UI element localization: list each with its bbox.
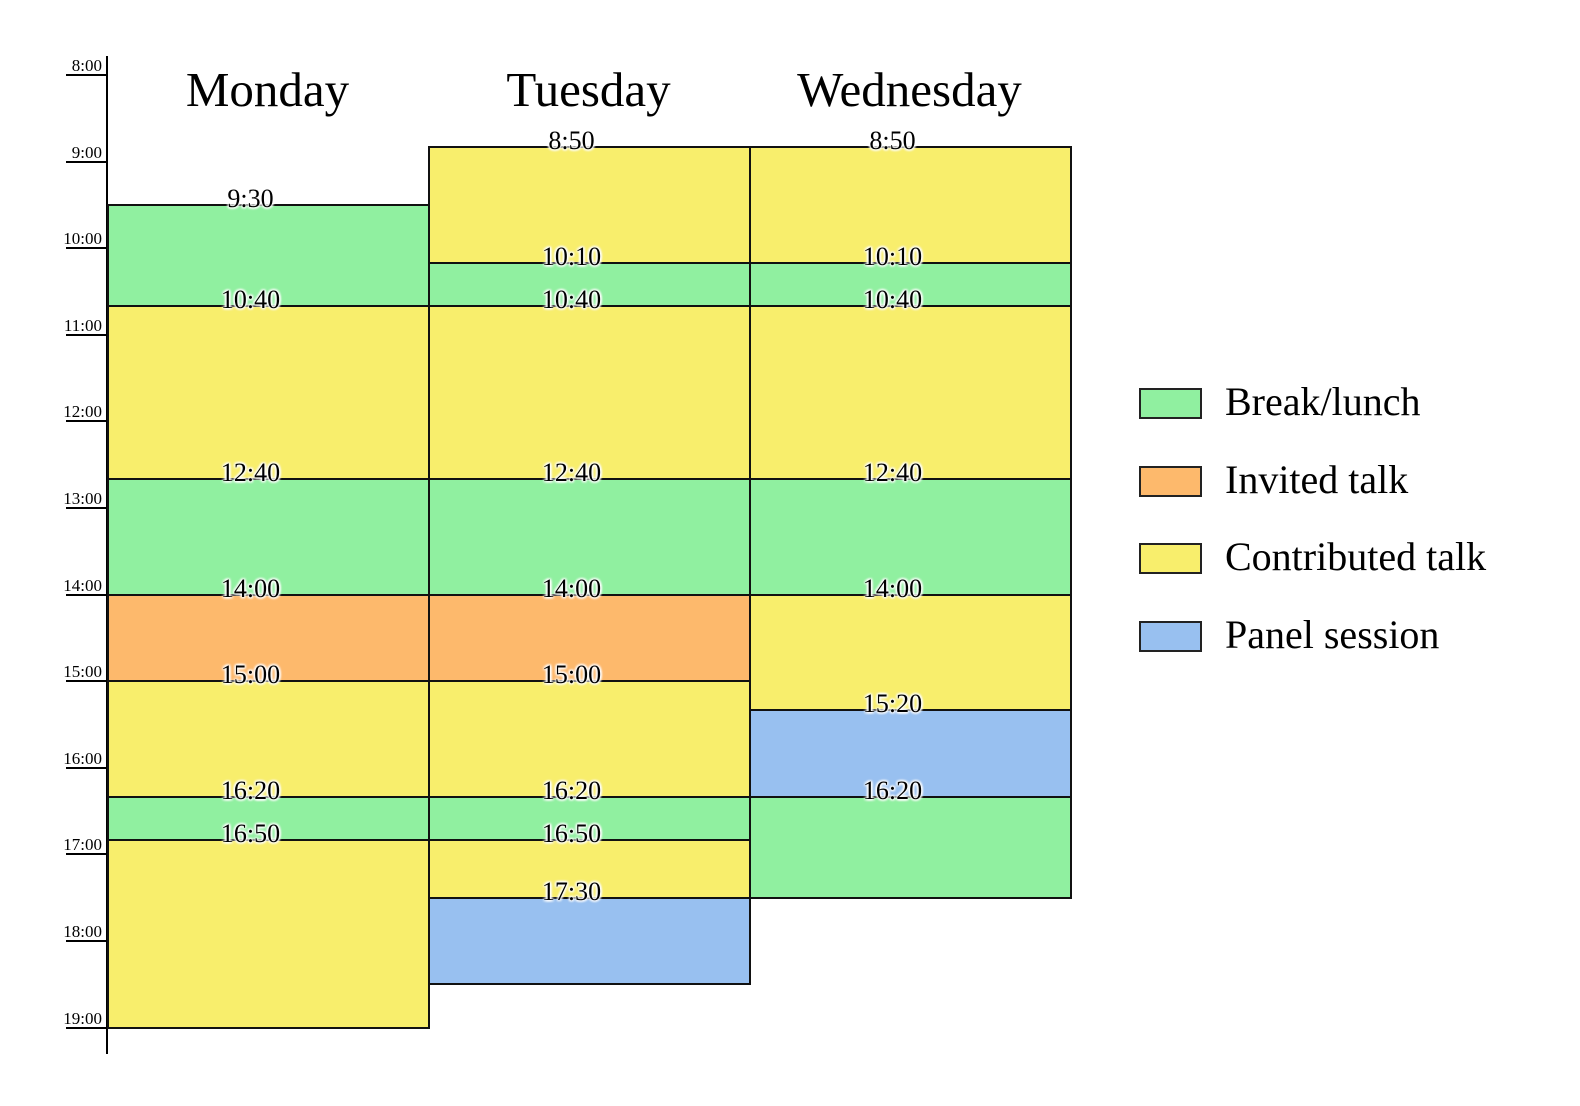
axis-tick-label: 9:00: [71, 142, 102, 162]
axis-tick-label: 12:00: [63, 402, 102, 422]
time-label: 12:40: [541, 458, 602, 488]
axis-tick: [66, 333, 107, 336]
time-label: 10:10: [862, 241, 923, 271]
axis-tick-label: 17:00: [63, 835, 102, 855]
axis-tick-label: 11:00: [63, 315, 102, 335]
session-block-break[interactable]: [749, 478, 1072, 596]
session-block-break[interactable]: [428, 795, 751, 841]
session-block-break[interactable]: [107, 795, 430, 841]
axis-tick-label: 19:00: [63, 1008, 102, 1028]
time-label: 16:20: [541, 775, 602, 805]
axis-tick: [66, 160, 107, 163]
axis-tick-label: 14:00: [63, 575, 102, 595]
axis-tick: [66, 507, 107, 509]
time-label: 10:10: [541, 241, 602, 271]
time-label: 14:00: [541, 573, 602, 603]
day-title-monday: Monday: [185, 62, 350, 117]
time-label: 16:20: [862, 775, 923, 805]
axis-tick: [66, 420, 107, 423]
session-block-break[interactable]: [749, 795, 1072, 899]
day-title-tuesday: Tuesday: [506, 62, 671, 117]
legend-swatch-invited: [1139, 466, 1202, 497]
time-label: 10:40: [220, 284, 281, 314]
time-label: 9:30: [227, 183, 274, 213]
axis-tick-label: 13:00: [63, 489, 102, 508]
session-block-contributed[interactable]: [107, 304, 430, 481]
axis-tick-label: 16:00: [63, 748, 102, 768]
axis-tick-label: 15:00: [63, 662, 102, 682]
session-block-break[interactable]: [107, 203, 430, 307]
time-label: 10:40: [862, 284, 923, 314]
session-block-panel[interactable]: [428, 896, 751, 986]
axis-tick: [66, 766, 107, 769]
session-block-break[interactable]: [107, 478, 430, 596]
axis-tick: [66, 1026, 107, 1029]
legend-swatch-panel: [1139, 621, 1202, 652]
session-block-invited[interactable]: [107, 593, 430, 683]
time-label: 8:50: [869, 126, 916, 156]
axis-tick: [66, 940, 107, 942]
session-block-contributed[interactable]: [107, 838, 430, 1029]
axis-tick: [66, 247, 107, 250]
legend-label: Break/lunch: [1225, 379, 1421, 424]
axis-tick: [66, 74, 107, 76]
axis-tick: [66, 593, 107, 596]
session-block-break[interactable]: [428, 478, 751, 596]
time-label: 17:30: [541, 876, 602, 906]
time-label: 15:00: [220, 660, 281, 690]
time-label: 14:00: [862, 573, 923, 603]
time-label: 16:50: [220, 818, 281, 848]
session-block-contributed[interactable]: [749, 304, 1072, 481]
session-block-contributed[interactable]: [749, 593, 1072, 712]
legend-swatch-break: [1139, 388, 1202, 419]
time-label: 8:50: [548, 126, 595, 156]
legend-label: Invited talk: [1225, 457, 1409, 502]
time-label: 10:40: [541, 284, 602, 314]
session-block-contributed[interactable]: [428, 146, 751, 264]
session-block-contributed[interactable]: [428, 680, 751, 798]
time-label: 16:20: [220, 775, 281, 805]
session-block-panel[interactable]: [749, 709, 1072, 798]
time-label: 12:40: [220, 458, 281, 488]
axis-tick-label: 10:00: [63, 229, 102, 249]
legend-label: Panel session: [1225, 612, 1440, 657]
axis-tick-label: 8:00: [71, 56, 102, 75]
time-label: 15:20: [862, 689, 923, 719]
time-label: 14:00: [220, 573, 281, 603]
session-block-contributed[interactable]: [107, 680, 430, 798]
legend-swatch-contributed: [1139, 543, 1202, 574]
session-block-contributed[interactable]: [428, 304, 751, 481]
legend-label: Contributed talk: [1225, 534, 1487, 579]
axis-tick-label: 18:00: [63, 922, 102, 941]
time-label: 15:00: [541, 660, 602, 690]
axis-tick: [66, 680, 107, 683]
time-label: 12:40: [862, 458, 923, 488]
axis-tick: [66, 853, 107, 856]
day-title-wednesday: Wednesday: [797, 62, 1022, 117]
time-label: 16:50: [541, 818, 602, 848]
